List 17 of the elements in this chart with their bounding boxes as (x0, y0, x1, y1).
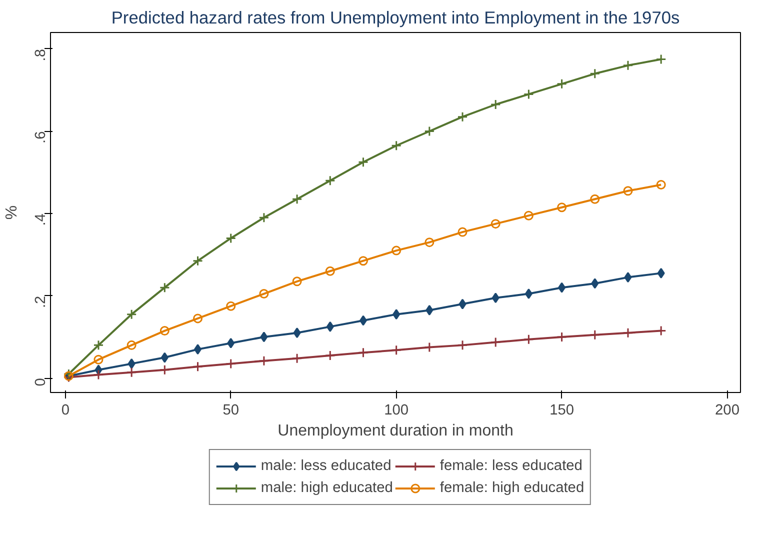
x-tick-label: 150 (550, 402, 574, 418)
legend-label: female: high educated (440, 480, 584, 496)
y-tick-label: .6 (33, 131, 49, 144)
y-tick-label: .2 (33, 296, 49, 308)
legend-label: male: high educated (260, 480, 393, 496)
y-tick-label: 0 (33, 378, 49, 386)
x-axis-title: Unemployment duration in month (278, 422, 514, 440)
x-tick-label: 200 (715, 402, 740, 418)
y-axis-title: % (4, 205, 20, 220)
y-tick-label: .4 (33, 214, 49, 226)
legend-label: male: less educated (260, 458, 392, 474)
x-tick-label: 100 (384, 402, 409, 418)
x-tick-label: 0 (61, 402, 70, 418)
legend-label: female: less educated (440, 458, 582, 474)
y-tick-label: .8 (33, 48, 49, 62)
chart-title: Predicted hazard rates from Unemployment into Employment in the 1970s (111, 8, 680, 28)
x-tick-label: 50 (222, 402, 240, 418)
